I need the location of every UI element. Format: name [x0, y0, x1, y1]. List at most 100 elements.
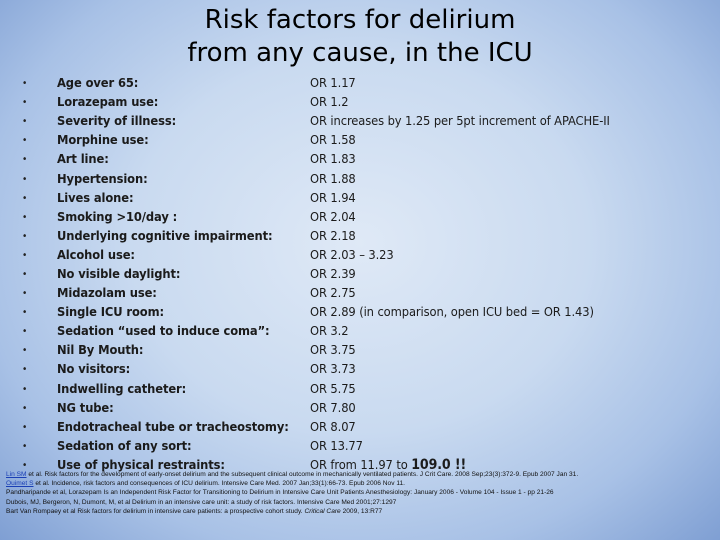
odds-ratio-text: OR 2.03 – 3.23 — [310, 247, 394, 263]
risk-factor-item: • Use of physical restraints: OR from 11.9… — [22, 456, 712, 475]
odds-ratio-value: OR increases by 1.25 per 5pt increment o… — [310, 114, 610, 129]
risk-factor-item: • Underlying cognitive impairment: OR 2.18 — [22, 227, 712, 246]
odds-ratio-value: OR from 11.97 to 109.0 !! — [310, 457, 466, 473]
risk-factor-label: Smoking >10/day : — [57, 209, 178, 225]
odds-ratio-value: OR 3.2 — [310, 324, 349, 340]
odds-ratio-value: OR 1.2 — [310, 95, 349, 110]
odds-ratio-text: OR 2.39 — [310, 266, 356, 282]
odds-ratio-text: OR 1.88 — [310, 171, 356, 187]
reference-1-text: et al. Risk factors for the development … — [26, 471, 579, 478]
odds-ratio-text: OR 3.2 — [310, 324, 349, 340]
risk-factor-item: • Endotracheal tube or tracheostomy: OR 8.… — [22, 418, 712, 437]
odds-ratio-value: OR 8.07 — [310, 420, 356, 435]
risk-factor-label: No visible daylight: — [57, 266, 181, 282]
risk-factor-item: • Age over 65: OR 1.17 — [22, 74, 712, 93]
bullet-icon: • — [22, 345, 28, 357]
risk-factor-item: • Smoking >10/day : OR 2.04 — [22, 208, 712, 227]
title-line-2: from any cause, in the ICU — [187, 38, 533, 68]
risk-factor-label: Age over 65: — [57, 76, 139, 92]
reference-1: Lin SM et al. Risk factors for the devel… — [6, 470, 716, 479]
risk-factor-item: • Midazolam use: OR 2.75 — [22, 284, 712, 303]
risk-factor-label: Endotracheal tube or tracheostomy: — [57, 419, 289, 435]
odds-ratio-value: OR 2.39 — [310, 267, 356, 282]
odds-ratio-value: OR 2.75 — [310, 286, 356, 301]
reference-4-text: Dubois, MJ, Bergeron, N, Dumont, M, et a… — [6, 498, 356, 506]
risk-factor-label: Indwelling catheter: — [57, 381, 187, 397]
risk-factor-item: • Lives alone: OR 1.94 — [22, 189, 712, 208]
reference-2-text: et al. Incidence, risk factors and conse… — [33, 480, 406, 488]
odds-ratio-text: OR 8.07 — [310, 419, 356, 435]
reference-2-link[interactable]: Ouimet S — [6, 480, 34, 488]
odds-ratio-text: OR increases by 1.25 per 5pt increment o… — [310, 114, 610, 130]
reference-1-link[interactable]: Lin SM — [6, 471, 27, 478]
risk-factor-label: NG tube: — [57, 400, 114, 416]
risk-factor-label: Underlying cognitive impairment: — [57, 228, 273, 244]
title-line-1: Risk factors for delirium — [204, 5, 516, 35]
odds-ratio-text: OR 1.94 — [310, 190, 356, 206]
risk-factor-item: • Hypertension: OR 1.88 — [22, 169, 712, 188]
odds-ratio-text: OR 1.17 — [310, 76, 356, 92]
odds-ratio-value: OR 3.73 — [310, 362, 356, 377]
odds-ratio-text: OR 2.89 (in comparison, open ICU bed = O… — [310, 305, 594, 321]
odds-ratio-text: OR 7.80 — [310, 400, 356, 416]
bullet-icon: • — [22, 78, 28, 90]
odds-ratio-text: OR 3.73 — [310, 362, 356, 378]
reference-3: Pandharipande et al, Lorazepam Is an Ind… — [6, 489, 554, 497]
risk-factor-label: Morphine use: — [57, 133, 149, 149]
bullet-icon: • — [22, 154, 28, 166]
odds-ratio-text: OR 2.04 — [310, 209, 356, 225]
bullet-icon: • — [22, 288, 28, 300]
risk-factor-label: Art line: — [57, 152, 109, 168]
odds-ratio-text: OR 2.75 — [310, 286, 356, 302]
odds-ratio-text: OR 2.18 — [310, 228, 356, 244]
bullet-icon: • — [22, 307, 28, 319]
bullet-icon: • — [22, 249, 28, 261]
risk-factor-item: • Nil By Mouth: OR 3.75 — [22, 341, 712, 360]
slide-title: Risk factors for delirium from any cause… — [0, 4, 720, 70]
odds-ratio-value: OR 7.80 — [310, 401, 356, 416]
references: Lin SM et al. Risk factors for the devel… — [6, 470, 716, 516]
bullet-icon: • — [22, 440, 28, 452]
risk-factor-item: • Morphine use: OR 1.58 — [22, 131, 712, 150]
risk-factor-label: Alcohol use: — [57, 247, 135, 263]
odds-ratio-value: OR 2.04 — [310, 210, 356, 225]
bullet-icon: • — [22, 116, 28, 128]
odds-ratio-value: OR 5.75 — [310, 382, 356, 397]
odds-ratio-value: OR 2.18 — [310, 229, 356, 244]
risk-factor-item: • No visible daylight: OR 2.39 — [22, 265, 712, 284]
reference-5-tail: 2009, 13:R77 — [340, 507, 383, 515]
reference-5-journal: Critical Care — [304, 507, 341, 515]
risk-factor-label: Nil By Mouth: — [57, 343, 144, 359]
bullet-icon: • — [22, 364, 28, 376]
risk-factor-item: • Art line: OR 1.83 — [22, 150, 712, 169]
bullet-icon: • — [22, 421, 28, 433]
bullet-icon: • — [22, 326, 28, 338]
odds-ratio-value: OR 1.94 — [310, 191, 356, 206]
bullet-icon: • — [22, 230, 28, 242]
bullet-icon: • — [22, 402, 28, 414]
reference-4-tail: 2001;27:1297 — [355, 498, 397, 506]
risk-factor-item: • Alcohol use: OR 2.03 – 3.23 — [22, 246, 712, 265]
risk-factor-item: • Indwelling catheter: OR 5.75 — [22, 380, 712, 399]
odds-ratio-value: OR 13.77 — [310, 439, 363, 454]
risk-factor-label: Sedation of any sort: — [57, 438, 192, 454]
reference-5-text: Bart Van Rompaey et al Risk factors for … — [6, 507, 305, 515]
risk-factor-label: No visitors: — [57, 362, 131, 378]
odds-ratio-text: OR 5.75 — [310, 381, 356, 397]
risk-factor-label: Sedation “used to induce coma”: — [57, 324, 270, 340]
bullet-icon: • — [22, 268, 28, 280]
bullet-icon: • — [22, 459, 28, 471]
odds-ratio-value: OR 1.58 — [310, 133, 356, 148]
bullet-icon: • — [22, 135, 28, 147]
odds-ratio-text: OR 13.77 — [310, 438, 363, 454]
odds-ratio-highlight: 109.0 !! — [411, 457, 467, 474]
bullet-icon: • — [22, 97, 28, 109]
risk-factor-item: • Lorazepam use: OR 1.2 — [22, 93, 712, 112]
odds-ratio-text: OR 1.83 — [310, 152, 356, 168]
risk-factor-label: Lorazepam use: — [57, 95, 159, 111]
bullet-icon: • — [22, 383, 28, 395]
reference-5: Bart Van Rompaey et al Risk factors for … — [6, 507, 716, 516]
risk-factor-label: Hypertension: — [57, 171, 148, 187]
risk-factor-label: Single ICU room: — [57, 305, 165, 321]
bullet-icon: • — [22, 173, 28, 185]
